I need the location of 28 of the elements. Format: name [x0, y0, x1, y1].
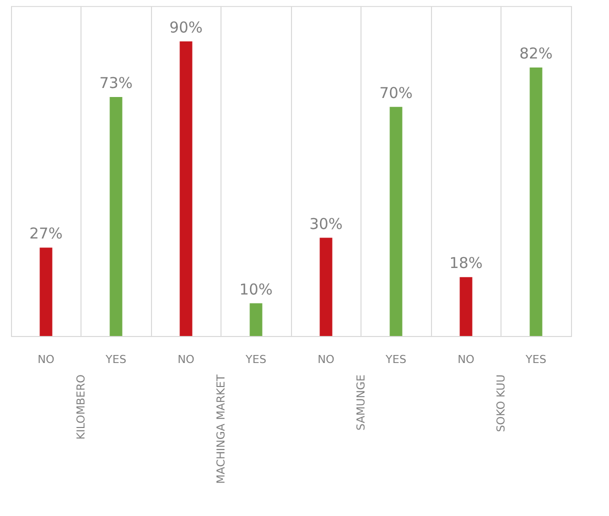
bar — [530, 68, 542, 336]
bar — [320, 238, 332, 336]
bar — [460, 277, 472, 336]
x-tick-label: MACHINGA MARKET — [214, 374, 228, 484]
series-label: NO — [38, 353, 55, 366]
bar — [110, 97, 122, 336]
bar — [390, 106, 402, 336]
text: NO — [318, 353, 334, 366]
data-label: 90% — [169, 18, 203, 36]
data-label: 73% — [99, 74, 133, 92]
series-label: YES — [244, 353, 266, 366]
text: YES — [386, 353, 406, 366]
x-tick-label: SOKO KUU — [494, 374, 508, 432]
data-label: 10% — [239, 280, 273, 298]
x-tick-label: SAMUNGE — [354, 374, 368, 430]
data-label: 27% — [29, 224, 63, 243]
text: YES — [106, 353, 126, 366]
x-tick-label: KILOMBERO — [74, 374, 88, 440]
data-label: 70% — [379, 84, 413, 102]
text: NO — [178, 353, 194, 366]
text: NO — [458, 353, 474, 366]
text: YES — [526, 353, 546, 366]
data-label: 30% — [309, 214, 343, 233]
data-label: 82% — [519, 44, 553, 63]
bar — [180, 41, 192, 336]
bar — [250, 303, 262, 336]
bar — [40, 248, 52, 336]
data-label: 18% — [449, 254, 483, 272]
